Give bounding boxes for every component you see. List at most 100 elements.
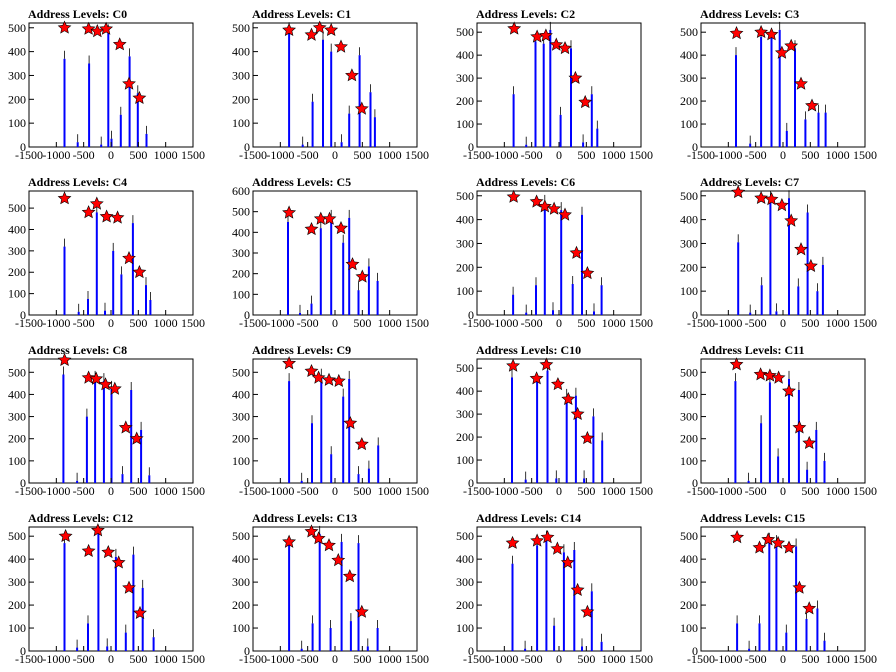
chart-panel-11: Address Levels: C11 0 100 200 300 400 500 -1500… [680, 343, 877, 498]
histogram-bar [342, 396, 345, 483]
star-marker [771, 370, 786, 384]
star-marker [761, 532, 776, 546]
x-tick-label: 1500 [853, 316, 877, 330]
y-tick-label: 400 [456, 213, 474, 227]
y-tick-label: 0 [692, 308, 698, 322]
y-tick-label: 100 [8, 454, 26, 468]
star-marker [282, 22, 297, 37]
x-tick-label: 500 [129, 484, 147, 498]
histogram-bar [816, 608, 819, 651]
x-tick-label: 1500 [629, 652, 653, 666]
y-tick-label: 400 [456, 48, 474, 62]
histogram-bar [340, 541, 343, 651]
x-tick-label: 1000 [826, 484, 850, 498]
x-tick-label: 500 [353, 652, 371, 666]
histogram-bar [85, 416, 88, 483]
histogram-bar [76, 647, 79, 651]
x-tick-label: 1000 [826, 316, 850, 330]
histogram-bar [300, 648, 303, 651]
histogram-bar [311, 623, 314, 651]
y-tick-label: 0 [20, 476, 26, 490]
histogram-bar [815, 429, 818, 483]
star-marker [784, 213, 799, 227]
plot-frame [252, 526, 418, 652]
star-marker [322, 372, 336, 386]
star-marker [802, 435, 817, 450]
y-tick-label: 300 [8, 68, 26, 82]
star-marker [580, 604, 595, 618]
plot-frame [252, 22, 418, 148]
x-tick-label: 0 [556, 148, 562, 162]
histogram-bar [121, 474, 124, 483]
histogram-bar [795, 546, 798, 651]
histogram-bar [330, 51, 333, 147]
chart-panel-0: Address Levels: C00100200300400500-1500-… [8, 7, 205, 162]
x-tick-label: 500 [801, 316, 819, 330]
x-tick-label: -1500 [15, 484, 43, 498]
y-tick-label: 400 [8, 45, 26, 59]
y-tick-label: 400 [232, 225, 250, 239]
histogram-bar [511, 377, 513, 483]
x-tick-label: -500 [745, 484, 767, 498]
x-tick-label: 1000 [826, 148, 850, 162]
histogram-bar [300, 480, 303, 483]
y-tick-label: 100 [8, 287, 26, 301]
star-marker [304, 221, 319, 236]
x-tick-label: 1000 [602, 652, 626, 666]
x-tick-label: 1000 [378, 316, 402, 330]
histogram-bar [141, 587, 144, 651]
y-tick-label: 300 [8, 410, 26, 424]
histogram-bar [369, 92, 372, 147]
y-tick-label: 500 [680, 529, 698, 543]
x-tick-label: -1500 [687, 652, 715, 666]
x-tick-label: -1500 [15, 652, 43, 666]
histogram-bar [524, 479, 527, 483]
y-tick-label: 500 [8, 201, 26, 215]
histogram-bar [546, 370, 549, 483]
x-tick-label: 0 [780, 316, 786, 330]
x-tick-label: -1500 [463, 484, 491, 498]
y-tick-label: 500 [232, 529, 250, 543]
star-marker [764, 192, 779, 206]
star-marker [539, 357, 554, 371]
star-marker [529, 194, 544, 208]
y-tick-label: 300 [456, 236, 474, 250]
x-tick-label: 1500 [405, 316, 429, 330]
histogram-bar [87, 623, 89, 651]
chart-title: Address Levels: C7 [700, 175, 799, 189]
x-tick-label: -1000 [490, 148, 518, 162]
y-tick-label: 100 [456, 621, 474, 635]
star-marker [107, 381, 122, 395]
histogram-bar [320, 376, 323, 483]
x-tick-label: -500 [297, 316, 319, 330]
histogram-bar [749, 312, 752, 315]
chart-panel-12: Address Levels: C12 0 100 200 300 400 500 -1500… [8, 511, 205, 666]
histogram-bar [114, 556, 117, 651]
histogram-bar [131, 223, 134, 315]
x-tick-label: -500 [521, 316, 543, 330]
x-tick-label: -1500 [15, 148, 43, 162]
chart-title: Address Levels: C11 [700, 343, 804, 357]
x-tick-label: -1500 [239, 316, 267, 330]
histogram-bar [377, 445, 380, 483]
chart-panel-8: Address Levels: C80100200300400500-1500-… [8, 343, 205, 498]
y-tick-label: 100 [232, 454, 250, 468]
histogram-bar [535, 285, 537, 315]
x-tick-label: 500 [577, 484, 595, 498]
y-tick-label: 500 [456, 361, 474, 375]
y-tick-label: 200 [680, 94, 698, 108]
chart-panel-10: Address Levels: C10 0 100 200 300 400 500 -1500… [456, 343, 653, 498]
histogram-bar [821, 264, 824, 315]
histogram-bar [525, 144, 528, 147]
star-marker [322, 538, 336, 552]
y-tick-label: 200 [680, 432, 698, 446]
star-marker [550, 377, 565, 391]
histogram-bar [536, 382, 539, 483]
histogram-bar [545, 538, 548, 651]
x-tick-label: 1500 [629, 316, 653, 330]
y-tick-label: 400 [456, 384, 474, 398]
histogram-bar [785, 632, 788, 651]
y-tick-label: 0 [244, 308, 250, 322]
star-marker [540, 530, 555, 544]
x-tick-label: 0 [108, 316, 114, 330]
